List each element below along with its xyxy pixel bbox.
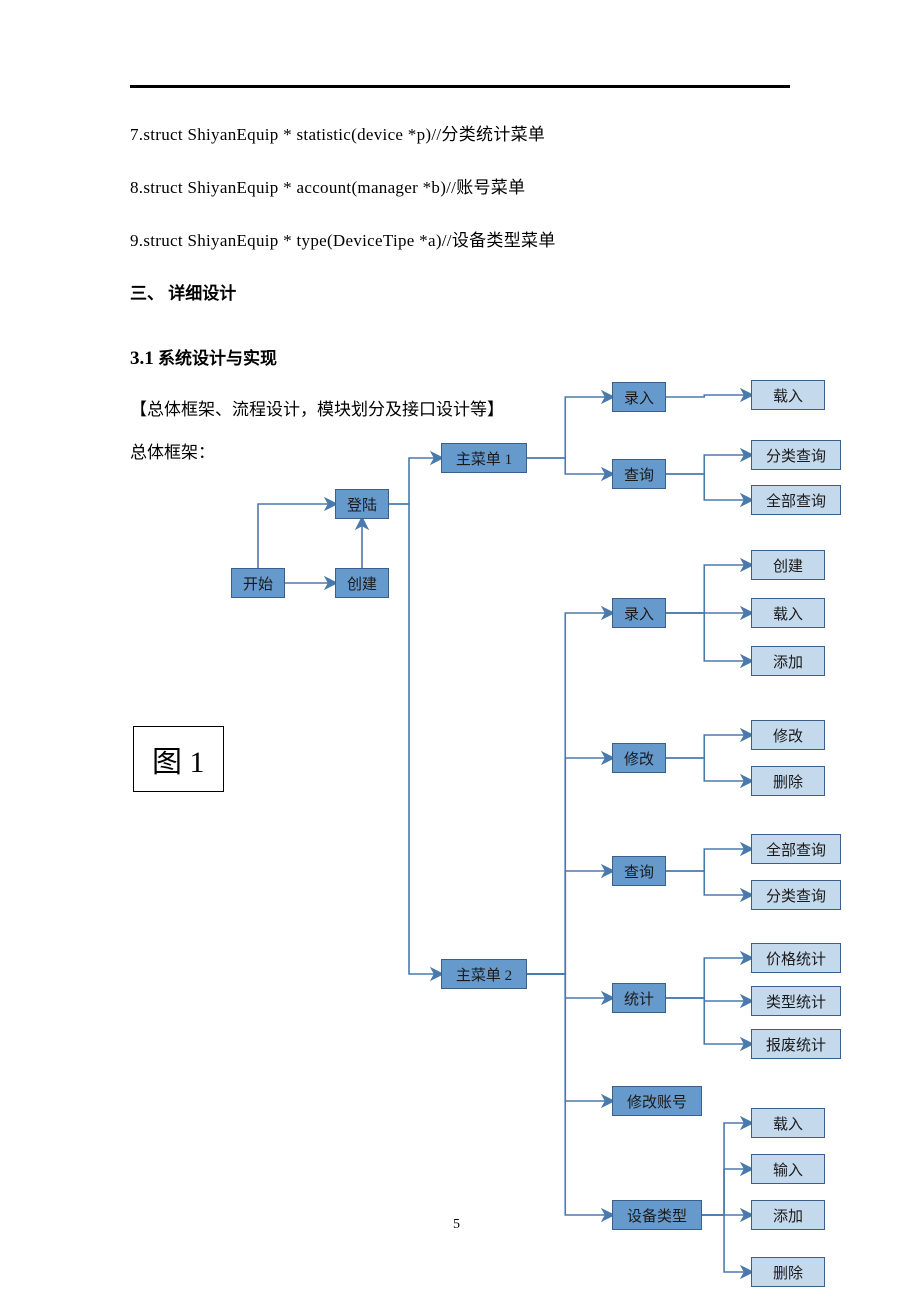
- flowchart-node-m2_q_cat: 分类查询: [751, 880, 841, 910]
- flowchart-node-m2_q_all: 全部查询: [751, 834, 841, 864]
- flowchart-node-m2_devtype: 设备类型: [612, 1200, 702, 1230]
- section-heading: 三、 详细设计: [130, 279, 870, 304]
- flowchart-node-m2_stat: 统计: [612, 983, 666, 1013]
- flowchart-node-m2_d_del: 删除: [751, 1257, 825, 1287]
- subsection-title: 系统设计与实现: [154, 349, 277, 368]
- header-rule: [130, 85, 790, 88]
- flowchart-node-m2_modify: 修改: [612, 743, 666, 773]
- flowchart-node-m2_account: 修改账号: [612, 1086, 702, 1116]
- flowchart-node-m2_d_input: 输入: [751, 1154, 825, 1184]
- flowchart-node-m1_query: 查询: [612, 459, 666, 489]
- flowchart-node-m1_allq: 全部查询: [751, 485, 841, 515]
- code-line-7: 7.struct ShiyanEquip * statistic(device …: [130, 120, 870, 145]
- flowchart-node-m2_d_load: 载入: [751, 1108, 825, 1138]
- flowchart-node-m1_catq: 分类查询: [751, 440, 841, 470]
- flowchart-node-m2_entry: 录入: [612, 598, 666, 628]
- flowchart-node-m2_m_del: 删除: [751, 766, 825, 796]
- code-line-9: 9.struct ShiyanEquip * type(DeviceTipe *…: [130, 226, 870, 251]
- text-content: 7.struct ShiyanEquip * statistic(device …: [130, 120, 870, 481]
- flowchart-node-m1_entry: 录入: [612, 382, 666, 412]
- flowchart-node-menu2: 主菜单 2: [441, 959, 527, 989]
- flowchart-node-create: 创建: [335, 568, 389, 598]
- figure-label: 图 1: [133, 726, 224, 792]
- flowchart-node-m2_e_load: 载入: [751, 598, 825, 628]
- flowchart-node-m2_query: 查询: [612, 856, 666, 886]
- flowchart-node-m2_m_mod: 修改: [751, 720, 825, 750]
- flowchart-node-m2_s_scrap: 报废统计: [751, 1029, 841, 1059]
- page-number: 5: [453, 1217, 460, 1233]
- flowchart-node-m2_s_price: 价格统计: [751, 943, 841, 973]
- flowchart-node-start: 开始: [231, 568, 285, 598]
- flowchart-node-m2_e_add: 添加: [751, 646, 825, 676]
- flowchart-node-menu1: 主菜单 1: [441, 443, 527, 473]
- flowchart-node-m1_load: 载入: [751, 380, 825, 410]
- flowchart-node-m2_s_type: 类型统计: [751, 986, 841, 1016]
- flowchart-node-m2_e_create: 创建: [751, 550, 825, 580]
- code-line-8: 8.struct ShiyanEquip * account(manager *…: [130, 173, 870, 198]
- subsection-number: 3.1: [130, 348, 154, 369]
- subsection-heading: 3.1 系统设计与实现: [130, 344, 870, 370]
- flowchart-node-login: 登陆: [335, 489, 389, 519]
- flowchart-node-m2_d_add: 添加: [751, 1200, 825, 1230]
